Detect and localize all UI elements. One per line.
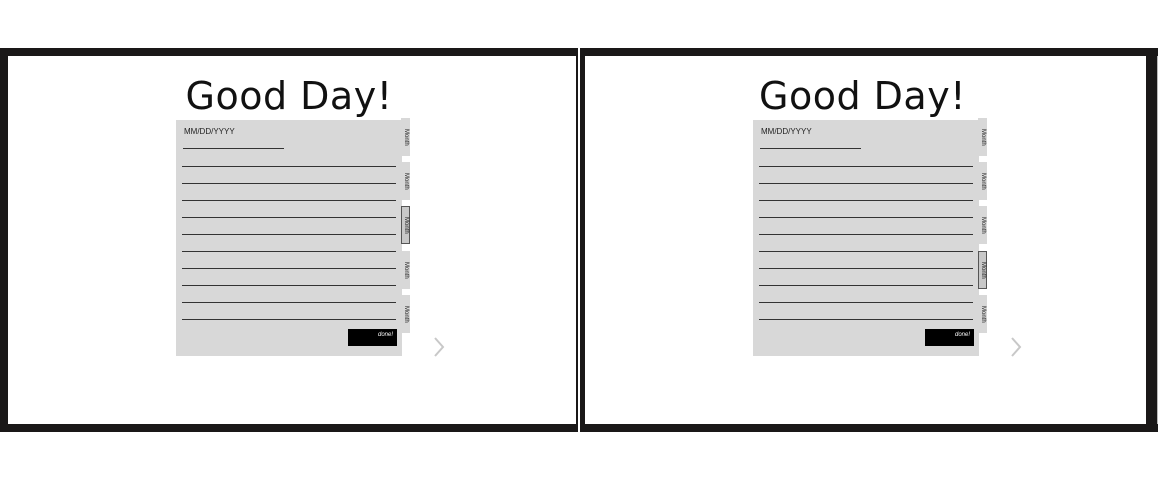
month-tab-label: Month: [403, 261, 409, 279]
month-tab-3[interactable]: Month: [401, 206, 410, 244]
date-input[interactable]: MM/DD/YYYY: [184, 127, 235, 136]
chevron-right-icon[interactable]: [1009, 336, 1023, 358]
entry-line[interactable]: [182, 166, 396, 167]
entry-line[interactable]: [182, 217, 396, 218]
date-input[interactable]: MM/DD/YYYY: [761, 127, 812, 136]
month-tab-5[interactable]: Month: [978, 295, 987, 333]
done-button[interactable]: done!: [925, 329, 974, 346]
month-tab-5[interactable]: Month: [401, 295, 410, 333]
screen-frame-right: Good Day! MM/DD/YYYY done! Month Month M…: [580, 48, 1158, 432]
screen-left: Good Day! MM/DD/YYYY done! Month Month M…: [8, 56, 576, 424]
done-button[interactable]: done!: [348, 329, 397, 346]
month-tab-label: Month: [980, 305, 986, 323]
month-tab-label: Month: [403, 128, 409, 146]
entry-line[interactable]: [759, 183, 973, 184]
entry-line[interactable]: [182, 251, 396, 252]
month-tab-label: Month: [980, 172, 986, 190]
page-title: Good Day!: [759, 74, 966, 118]
entry-line[interactable]: [759, 234, 973, 235]
month-tab-label: Month: [403, 305, 409, 323]
entry-line[interactable]: [182, 302, 396, 303]
entry-line[interactable]: [759, 285, 973, 286]
month-tab-1[interactable]: Month: [401, 118, 410, 156]
month-tab-label: Month: [980, 216, 986, 234]
screen-right: Good Day! MM/DD/YYYY done! Month Month M…: [585, 56, 1146, 424]
entry-line[interactable]: [182, 200, 396, 201]
entry-line[interactable]: [182, 319, 396, 320]
month-tab-4[interactable]: Month: [401, 251, 410, 289]
journal-card: MM/DD/YYYY done!: [753, 120, 979, 356]
date-underline: [183, 148, 284, 149]
chevron-right-icon[interactable]: [432, 336, 446, 358]
page-title: Good Day!: [185, 74, 393, 118]
month-tab-label: Month: [980, 261, 986, 279]
month-tab-2[interactable]: Month: [978, 162, 987, 200]
month-tab-2[interactable]: Month: [401, 162, 410, 200]
month-tab-4[interactable]: Month: [978, 251, 987, 289]
entry-line[interactable]: [182, 285, 396, 286]
entry-line[interactable]: [182, 183, 396, 184]
entry-line[interactable]: [759, 200, 973, 201]
month-tab-label: Month: [980, 128, 986, 146]
entry-line[interactable]: [759, 166, 973, 167]
month-tab-label: Month: [403, 172, 409, 190]
month-tab-3[interactable]: Month: [978, 206, 987, 244]
month-tab-1[interactable]: Month: [978, 118, 987, 156]
screen-frame-left: Good Day! MM/DD/YYYY done! Month Month M…: [0, 48, 578, 432]
entry-line[interactable]: [759, 217, 973, 218]
entry-line[interactable]: [759, 302, 973, 303]
entry-line[interactable]: [759, 251, 973, 252]
entry-line[interactable]: [182, 268, 396, 269]
entry-line[interactable]: [759, 268, 973, 269]
entry-line[interactable]: [759, 319, 973, 320]
date-underline: [760, 148, 861, 149]
journal-card: MM/DD/YYYY done!: [176, 120, 402, 356]
entry-line[interactable]: [182, 234, 396, 235]
month-tab-label: Month: [403, 216, 409, 234]
